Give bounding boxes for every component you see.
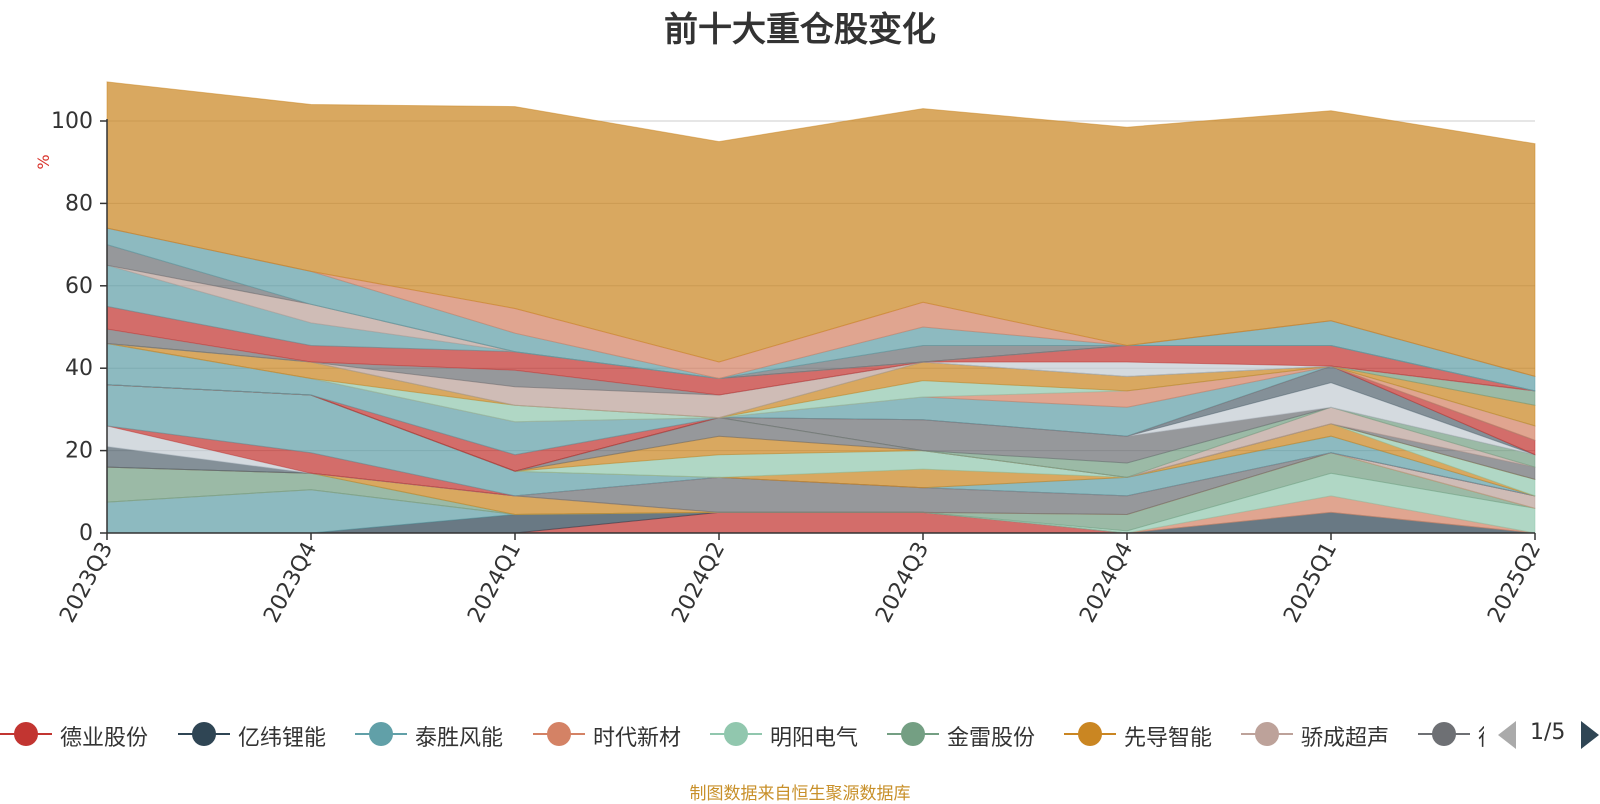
x-tick-label-1: 2023Q4 (259, 538, 322, 627)
legend-item-label: 明阳电气 (770, 726, 859, 751)
legend-item-label: 德 (1478, 720, 1484, 752)
legend-dot-icon (901, 722, 925, 746)
x-tick-label-3: 2024Q2 (667, 538, 730, 627)
y-axis-unit-label: % (34, 154, 53, 169)
legend-item-label: 金雷股份 (947, 726, 1036, 751)
x-tick-label-5: 2024Q4 (1075, 538, 1138, 627)
legend-next-page-icon[interactable] (1581, 721, 1599, 749)
legend-dot-icon (192, 722, 216, 746)
legend-dot-icon (369, 722, 393, 746)
legend: 德业股份 亿纬锂能 泰胜风能 时代新材 明阳电气 金雷股份 先导智能 骄成超声 德 1/5 (0, 712, 1600, 756)
legend-item-label: 时代新材 (593, 726, 682, 751)
chart-canvas: 0 20 40 60 80 100 2023Q3 2023Q4 2024Q1 2024Q2 2024… (34, 81, 1546, 627)
legend-dot-icon (724, 722, 748, 746)
legend-item-label: 先导智能 (1124, 726, 1213, 751)
legend-dot-icon (547, 722, 571, 746)
legend-dot-icon (1078, 722, 1102, 746)
legend-dot-icon (1255, 722, 1279, 746)
legend-item-label: 德业股份 (60, 726, 149, 751)
area-38[interactable] (106, 81, 1536, 378)
area-series (106, 81, 1536, 534)
legend-item-label: 泰胜风能 (415, 726, 504, 751)
chart-title: 前十大重仓股变化 (664, 10, 936, 50)
legend-dot-icon (1432, 722, 1456, 746)
legend-page-indicator: 1/5 (1530, 720, 1566, 745)
x-tick-label-6: 2025Q1 (1279, 538, 1342, 627)
y-tick-label-1: 20 (65, 439, 93, 464)
y-tick-label-5: 100 (51, 109, 93, 134)
x-tick-label-4: 2024Q3 (871, 538, 934, 627)
legend-item-label: 骄成超声 (1301, 726, 1390, 751)
y-tick-label-0: 0 (79, 521, 93, 546)
y-tick-label-3: 60 (65, 274, 93, 299)
y-tick-label-2: 40 (65, 356, 93, 381)
source-note: 制图数据来自恒生聚源数据库 (689, 784, 911, 804)
legend-items: 德业股份 亿纬锂能 泰胜风能 时代新材 明阳电气 金雷股份 先导智能 骄成超声 德 (0, 712, 1484, 756)
legend-item-label: 亿纬锂能 (238, 726, 327, 751)
legend-dot-icon (14, 722, 38, 746)
y-tick-label-4: 80 (65, 191, 93, 216)
legend-prev-page-icon[interactable] (1498, 721, 1516, 749)
x-tick-label-0: 2023Q3 (55, 538, 118, 627)
x-tick-label-2: 2024Q1 (463, 538, 526, 627)
x-tick-label-7: 2025Q2 (1483, 538, 1546, 627)
